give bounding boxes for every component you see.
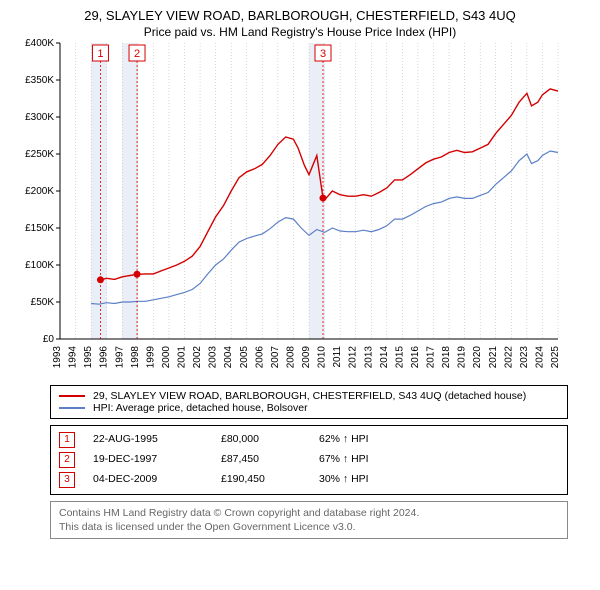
legend-label: HPI: Average price, detached house, Bols… <box>93 402 308 414</box>
svg-text:£150K: £150K <box>25 223 54 234</box>
svg-text:2008: 2008 <box>285 346 296 369</box>
svg-text:£250K: £250K <box>25 149 54 160</box>
legend-label: 29, SLAYLEY VIEW ROAD, BARLBOROUGH, CHES… <box>93 390 526 402</box>
svg-text:2022: 2022 <box>503 346 514 369</box>
svg-text:2002: 2002 <box>192 346 203 369</box>
svg-text:1995: 1995 <box>83 346 94 369</box>
svg-text:2007: 2007 <box>270 346 281 369</box>
svg-text:2004: 2004 <box>223 346 234 369</box>
svg-text:3: 3 <box>320 48 326 60</box>
svg-text:2016: 2016 <box>410 346 421 369</box>
source-line-1: Contains HM Land Registry data © Crown c… <box>59 506 559 520</box>
svg-text:1996: 1996 <box>99 346 110 369</box>
svg-text:£350K: £350K <box>25 75 54 86</box>
svg-text:2013: 2013 <box>363 346 374 369</box>
svg-text:2021: 2021 <box>488 346 499 369</box>
svg-text:1998: 1998 <box>130 346 141 369</box>
sale-event-price: £190,450 <box>221 470 301 490</box>
svg-text:2001: 2001 <box>177 346 188 369</box>
sale-event-marker: 1 <box>59 432 75 448</box>
chart-title-address: 29, SLAYLEY VIEW ROAD, BARLBOROUGH, CHES… <box>10 8 590 23</box>
legend-swatch <box>59 407 85 409</box>
svg-text:2018: 2018 <box>441 346 452 369</box>
legend-item: 29, SLAYLEY VIEW ROAD, BARLBOROUGH, CHES… <box>59 390 559 402</box>
svg-text:2015: 2015 <box>394 346 405 369</box>
price-chart: 1993 1994 1995 1996 1997 1998 1999 2000 2001 2002… <box>10 39 570 379</box>
svg-text:1997: 1997 <box>114 346 125 369</box>
sale-event-price: £87,450 <box>221 450 301 470</box>
svg-text:1993: 1993 <box>52 346 63 369</box>
legend: 29, SLAYLEY VIEW ROAD, BARLBOROUGH, CHES… <box>50 385 568 419</box>
sale-event-marker: 2 <box>59 452 75 468</box>
svg-text:2011: 2011 <box>332 346 343 368</box>
svg-text:2009: 2009 <box>301 346 312 369</box>
svg-text:2003: 2003 <box>208 346 219 369</box>
svg-text:2012: 2012 <box>348 346 359 369</box>
svg-text:2025: 2025 <box>550 346 561 369</box>
sale-event-row: 1 22-AUG-1995 £80,000 62% ↑ HPI <box>59 430 559 450</box>
svg-text:2: 2 <box>134 48 140 60</box>
sale-event-row: 3 04-DEC-2009 £190,450 30% ↑ HPI <box>59 470 559 490</box>
sale-event-marker: 3 <box>59 472 75 488</box>
svg-text:2019: 2019 <box>457 346 468 369</box>
svg-text:2023: 2023 <box>519 346 530 369</box>
sale-event-hpi-delta: 30% ↑ HPI <box>319 470 369 490</box>
svg-text:2000: 2000 <box>161 346 172 369</box>
svg-text:1994: 1994 <box>68 346 79 369</box>
sale-event-row: 2 19-DEC-1997 £87,450 67% ↑ HPI <box>59 450 559 470</box>
svg-text:2006: 2006 <box>254 346 265 369</box>
legend-swatch <box>59 395 85 397</box>
svg-text:2024: 2024 <box>534 346 545 369</box>
svg-text:2014: 2014 <box>379 346 390 369</box>
svg-text:2005: 2005 <box>239 346 250 369</box>
svg-text:£300K: £300K <box>25 112 54 123</box>
sale-event-hpi-delta: 67% ↑ HPI <box>319 450 369 470</box>
sale-event-hpi-delta: 62% ↑ HPI <box>319 430 369 450</box>
sale-event-date: 04-DEC-2009 <box>93 470 203 490</box>
svg-text:1999: 1999 <box>145 346 156 369</box>
sale-events-table: 1 22-AUG-1995 £80,000 62% ↑ HPI 2 19-DEC-1997… <box>50 425 568 495</box>
svg-text:£400K: £400K <box>25 39 54 49</box>
data-source-notice: Contains HM Land Registry data © Crown c… <box>50 501 568 539</box>
svg-text:1: 1 <box>97 48 103 60</box>
svg-text:£50K: £50K <box>31 297 55 308</box>
svg-text:£0: £0 <box>43 334 55 345</box>
svg-text:2020: 2020 <box>472 346 483 369</box>
svg-text:2010: 2010 <box>317 346 328 369</box>
chart-subtitle: Price paid vs. HM Land Registry's House … <box>10 25 590 39</box>
svg-text:2017: 2017 <box>426 346 437 369</box>
svg-text:£200K: £200K <box>25 186 54 197</box>
source-line-2: This data is licensed under the Open Gov… <box>59 520 559 534</box>
legend-item: HPI: Average price, detached house, Bols… <box>59 402 559 414</box>
svg-text:£100K: £100K <box>25 260 54 271</box>
sale-event-price: £80,000 <box>221 430 301 450</box>
sale-event-date: 19-DEC-1997 <box>93 450 203 470</box>
sale-event-date: 22-AUG-1995 <box>93 430 203 450</box>
